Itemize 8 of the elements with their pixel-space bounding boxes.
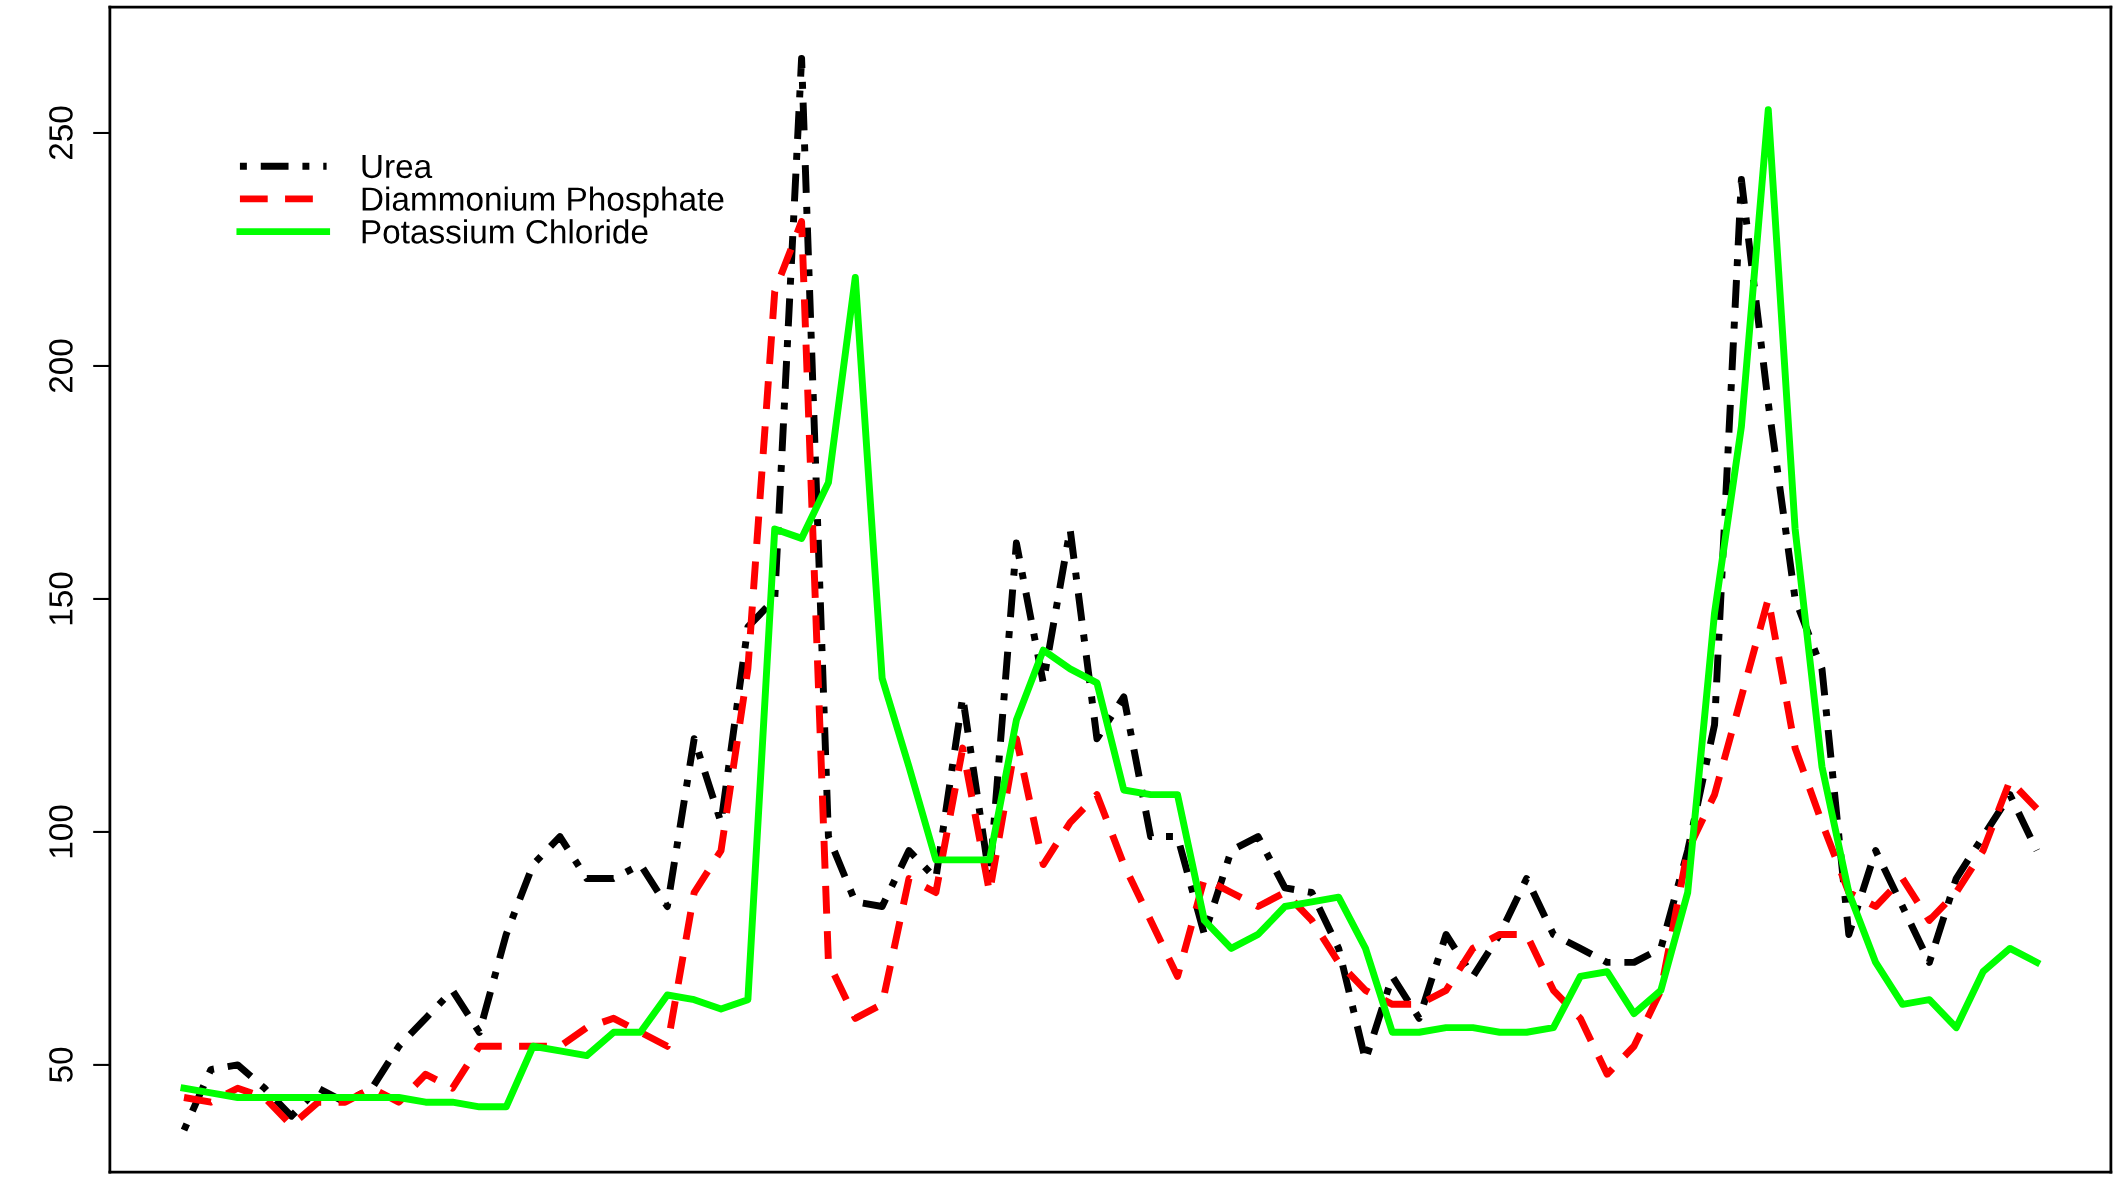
legend-label: Urea [362, 154, 433, 179]
y-tick-label: 150 [49, 572, 73, 625]
legend-label: Potassium Chloride [362, 219, 648, 244]
y-tick-label: 50 [49, 1047, 73, 1083]
legend-label: Diammonium Phosphate [362, 186, 724, 218]
y-tick-label: 200 [49, 339, 73, 393]
y-tick-label: 250 [49, 106, 73, 160]
y-tick-label: 100 [49, 805, 73, 858]
